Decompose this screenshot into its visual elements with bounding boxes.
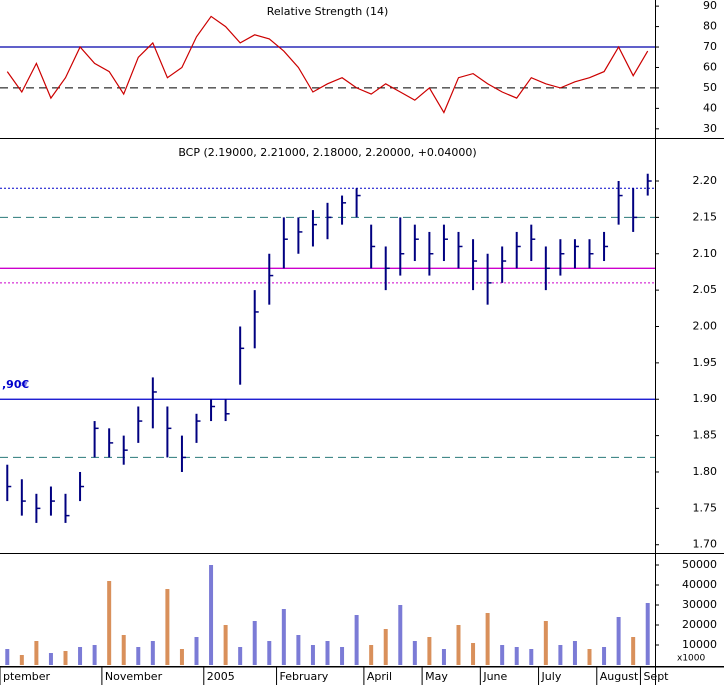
x-tick-label: May [425, 670, 448, 683]
volume-bar [252, 621, 257, 665]
volume-bar [485, 613, 490, 665]
volume-bar [107, 581, 112, 665]
volume-bar [150, 641, 155, 665]
volume-bar [296, 635, 301, 665]
y-tick-label: 2.05 [693, 283, 718, 296]
volume-bar [325, 641, 330, 665]
volume-bar [121, 635, 126, 665]
volume-bar [529, 649, 534, 665]
volume-bar [5, 649, 10, 665]
volume-bar [645, 603, 650, 665]
y-tick-label: 50 [703, 81, 717, 94]
volume-bar [223, 625, 228, 665]
y-tick-label: 1.90 [693, 392, 718, 405]
y-tick-label: 40 [703, 101, 717, 114]
x-tick-label: ptember [3, 670, 51, 683]
x-tick-label: August [600, 670, 639, 683]
volume-bar [398, 605, 403, 665]
x-tick-label: February [280, 670, 329, 683]
volume-bar [136, 647, 141, 665]
volume-bar [267, 641, 272, 665]
x-tick-label: July [541, 670, 562, 683]
volume-bar [514, 647, 519, 665]
y-tick-label: 2.00 [693, 319, 718, 332]
volume-bar [602, 647, 607, 665]
volume-bar [281, 609, 286, 665]
y-tick-label: 1.85 [693, 429, 718, 442]
volume-bar [543, 621, 548, 665]
x-tick-label: Sept [643, 670, 669, 683]
y-tick-label: 30 [703, 122, 717, 135]
volume-bar [383, 629, 388, 665]
y-tick-label: 1.70 [693, 538, 718, 551]
x-tick-label: November [105, 670, 163, 683]
x-tick-label: June [482, 670, 507, 683]
volume-bar [427, 637, 432, 665]
volume-bar [340, 647, 345, 665]
x-tick-label: 2005 [207, 670, 235, 683]
volume-bar [587, 649, 592, 665]
y-tick-label: 1.95 [693, 356, 718, 369]
volume-bar [92, 645, 97, 665]
y-tick-label: 1.75 [693, 501, 718, 514]
volume-bar [471, 643, 476, 665]
volume-bar [19, 655, 24, 665]
volume-bar [441, 649, 446, 665]
volume-bar [631, 637, 636, 665]
volume-bar [194, 637, 199, 665]
volume-bar [572, 641, 577, 665]
y-tick-label: 20000 [682, 618, 717, 631]
volume-bar [63, 651, 68, 665]
y-tick-label: 80 [703, 20, 717, 33]
y-tick-label: 60 [703, 60, 717, 73]
y-tick-label: 90 [703, 0, 717, 12]
unit-label: x1000 [677, 654, 706, 664]
volume-bar [616, 617, 621, 665]
volume-bar [78, 647, 83, 665]
y-tick-label: 2.20 [693, 174, 718, 187]
annotation: ,90€ [2, 378, 29, 391]
panel-title: BCP (2.19000, 2.21000, 2.18000, 2.20000,… [178, 146, 476, 159]
volume-bar [209, 565, 214, 665]
rsi-line [6, 15, 649, 114]
y-tick-label: 50000 [682, 558, 717, 571]
volume-bar [558, 645, 563, 665]
volume-bar [412, 641, 417, 665]
volume-bar [238, 647, 243, 665]
y-tick-label: 2.15 [693, 210, 718, 223]
y-tick-label: 70 [703, 40, 717, 53]
volume-bar [179, 649, 184, 665]
y-tick-label: 10000 [682, 638, 717, 651]
volume-bar [354, 615, 359, 665]
y-tick-label: 1.80 [693, 465, 718, 478]
volume-bar [48, 653, 53, 665]
volume-bar [456, 625, 461, 665]
volume-bar [369, 645, 374, 665]
y-tick-label: 30000 [682, 598, 717, 611]
panel-title: Relative Strength (14) [267, 5, 389, 18]
y-tick-label: 40000 [682, 578, 717, 591]
volume-bar [34, 641, 39, 665]
volume-bar [500, 645, 505, 665]
volume-bar [310, 645, 315, 665]
x-tick-label: April [367, 670, 392, 683]
volume-bar [165, 589, 170, 665]
y-tick-label: 2.10 [693, 247, 718, 260]
